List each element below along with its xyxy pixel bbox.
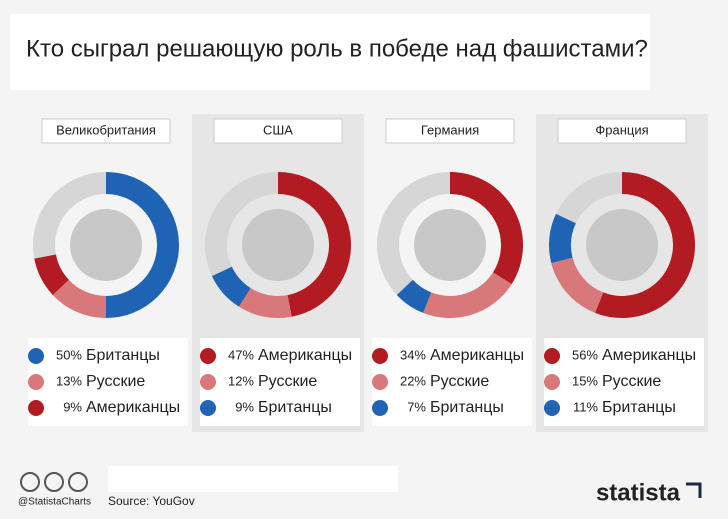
legend-dot bbox=[544, 374, 560, 390]
legend-dot bbox=[544, 348, 560, 364]
donut-segment bbox=[211, 266, 251, 307]
donut-segment bbox=[450, 172, 523, 285]
donut-segment bbox=[551, 257, 604, 313]
value-label: 50% bbox=[56, 347, 82, 362]
value-label: 12% bbox=[228, 373, 254, 388]
donut-segment bbox=[423, 272, 512, 318]
brand-icon bbox=[686, 482, 702, 498]
legend-box bbox=[372, 338, 532, 426]
donut-segment bbox=[595, 172, 695, 318]
value-label: 9% bbox=[63, 399, 82, 414]
donut-segment bbox=[34, 254, 69, 295]
legend-label: Русские bbox=[258, 373, 317, 390]
legend-box bbox=[200, 338, 360, 426]
panel-title: Великобритания bbox=[56, 122, 156, 137]
legend-dot bbox=[28, 374, 44, 390]
legend-dot bbox=[372, 348, 388, 364]
legend-dot bbox=[372, 400, 388, 416]
value-label: 13% bbox=[56, 373, 82, 388]
value-label: 56% bbox=[572, 347, 598, 362]
brand: statista bbox=[596, 479, 681, 506]
legend-box bbox=[28, 338, 188, 426]
legend-label: Русские bbox=[86, 373, 145, 390]
value-label: 9% bbox=[235, 399, 254, 414]
legend-label: Русские bbox=[430, 373, 489, 390]
panel-label-box bbox=[385, 118, 515, 144]
footer-box bbox=[108, 466, 398, 492]
legend-box bbox=[544, 338, 704, 426]
donut-segment bbox=[52, 279, 106, 318]
panel-label-box bbox=[213, 118, 343, 144]
value-label: 47% bbox=[228, 347, 254, 362]
silhouette bbox=[70, 209, 142, 281]
source: Source: YouGov bbox=[108, 494, 195, 508]
donut-segment bbox=[396, 279, 432, 313]
panel-title: США bbox=[263, 122, 293, 137]
legend-label: Британцы bbox=[86, 347, 160, 364]
panel-label-box bbox=[557, 118, 687, 144]
legend-dot bbox=[28, 348, 44, 364]
donut-segment bbox=[549, 213, 576, 264]
legend-label: Британцы bbox=[602, 399, 676, 416]
legend-label: Британцы bbox=[430, 399, 504, 416]
donut-segment bbox=[278, 172, 351, 317]
legend-dot bbox=[28, 400, 44, 416]
legend-dot bbox=[200, 348, 216, 364]
legend-label: Американцы bbox=[430, 347, 524, 364]
value-label: 15% bbox=[572, 373, 598, 388]
legend-label: Американцы bbox=[258, 347, 352, 364]
panel-title: Франция bbox=[595, 122, 648, 137]
legend-dot bbox=[544, 400, 560, 416]
silhouette bbox=[242, 209, 314, 281]
value-label: 34% bbox=[400, 347, 426, 362]
donut-segment bbox=[238, 288, 292, 318]
cc-icons bbox=[20, 472, 88, 492]
panel-title: Германия bbox=[421, 122, 479, 137]
legend-label: Американцы bbox=[86, 399, 180, 416]
legend-label: Американцы bbox=[602, 347, 696, 364]
legend-dot bbox=[200, 400, 216, 416]
value-label: 7% bbox=[407, 399, 426, 414]
value-label: 22% bbox=[400, 373, 426, 388]
silhouette bbox=[586, 209, 658, 281]
credit: @StatistaCharts bbox=[18, 497, 91, 508]
silhouette bbox=[414, 209, 486, 281]
panel-label-box bbox=[41, 118, 171, 144]
donut-segment bbox=[106, 172, 179, 318]
value-label: 11% bbox=[573, 399, 598, 414]
legend-dot bbox=[372, 374, 388, 390]
legend-dot bbox=[200, 374, 216, 390]
legend-label: Русские bbox=[602, 373, 661, 390]
title-box bbox=[10, 14, 650, 90]
legend-label: Британцы bbox=[258, 399, 332, 416]
page-title: Кто сыграл решающую роль в победе над фа… bbox=[26, 35, 648, 62]
